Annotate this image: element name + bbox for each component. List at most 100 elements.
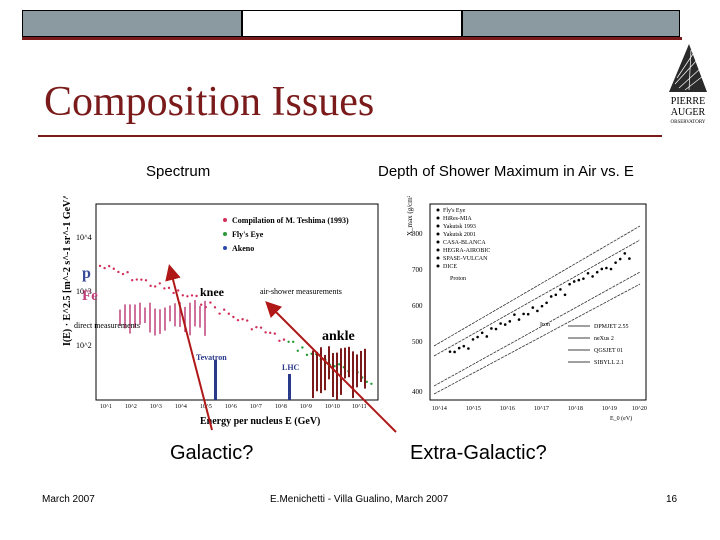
pierre-auger-logo: PIERRE AUGER OBSERVATORY — [665, 40, 711, 132]
top-bar-segment — [242, 10, 462, 37]
xmax-legend-label: HEGRA-AIROBIC — [443, 248, 490, 254]
xmax-legend-marker — [436, 216, 440, 220]
spectrum-point — [278, 339, 281, 342]
xmax-model-legend: DPMJET 2.55 neXus 2 QGSJET 01 SIBYLL 2.1 — [568, 324, 629, 366]
spectrum-point — [250, 328, 253, 331]
xmax-point — [531, 306, 535, 309]
spectrum-point — [190, 294, 194, 297]
xmax-point — [572, 280, 576, 283]
xmax-point — [494, 327, 498, 331]
spectrum-x-axis-label: Energy per nucleus E (GeV) — [200, 416, 320, 427]
xmax-legend-label: Yakutsk 2001 — [443, 232, 476, 238]
xmax-point — [499, 322, 502, 325]
xmax-y-tick: 800 — [412, 230, 423, 238]
spectrum-y-tick: 10^4 — [76, 233, 92, 242]
spectrum-point — [167, 286, 171, 290]
spectrum-point — [227, 312, 230, 315]
xmax-y-tick: 600 — [412, 302, 423, 310]
spectrum-x-tick: 10^5 — [200, 404, 212, 410]
xmax-model-line — [433, 225, 641, 347]
galactic-label: Galactic? — [170, 442, 254, 464]
spectrum-point — [223, 308, 226, 311]
top-bar-underline — [22, 37, 682, 40]
legend-dot-flyseye — [223, 232, 227, 236]
xmax-legend-marker — [436, 232, 440, 236]
slide-title: Composition Issues — [44, 79, 375, 125]
spectrum-point — [140, 278, 143, 281]
spectrum-point — [186, 295, 189, 298]
spectrum-point — [213, 306, 217, 309]
spectrum-x-tick: 10^3 — [150, 404, 162, 410]
xmax-y-tick: 400 — [412, 388, 423, 396]
lhc-bar — [288, 374, 291, 400]
title-rule — [38, 135, 662, 137]
tevatron-bar — [214, 360, 217, 400]
spectrum-high-energy-bar — [348, 346, 350, 378]
spectrum-x-tick: 10^11 — [352, 404, 367, 410]
spectrum-point — [98, 264, 102, 268]
spectrum-point — [292, 340, 295, 344]
spectrum-point — [172, 291, 175, 295]
spectrum-high-energy-bar — [344, 347, 346, 379]
spectrum-point — [296, 349, 299, 353]
top-decorative-bar — [22, 10, 680, 37]
xmax-point — [577, 278, 581, 282]
spectrum-high-energy-bar — [312, 350, 314, 399]
legend-dot-teshima — [223, 218, 227, 222]
xmax-x-tick: 10^18 — [568, 406, 583, 412]
spectrum-point — [149, 284, 152, 288]
xmax-point — [471, 338, 475, 341]
xmax-model-legend-label: SIBYLL 2.1 — [594, 360, 624, 366]
xmax-model-legend-label: DPMJET 2.55 — [594, 324, 629, 330]
spectrum-point — [273, 332, 276, 335]
spectrum-label: Spectrum — [146, 163, 211, 180]
xmax-point — [623, 252, 627, 255]
xmax-point — [545, 301, 548, 305]
spectrum-frame — [95, 203, 379, 401]
spectrum-high-energy-bar — [360, 350, 362, 382]
spectrum-point — [370, 382, 373, 385]
xmax-point — [618, 257, 622, 261]
xmax-point — [476, 335, 479, 339]
xmax-x-tick: 10^15 — [466, 406, 481, 412]
spectrum-point — [259, 326, 263, 329]
xmax-x-tick: 10^20 — [632, 406, 647, 412]
xmax-y-tick: 500 — [412, 338, 423, 346]
legend-label: Fly's Eye — [232, 230, 264, 239]
extragalactic-label: Extra-Galactic? — [410, 442, 547, 464]
spectrum-point — [108, 264, 111, 268]
spectrum-x-tick: 10^10 — [325, 404, 340, 410]
xmax-x-axis-label: E_0 (eV) — [610, 415, 632, 422]
spectrum-point — [135, 278, 138, 281]
xmax-label: Depth of Shower Maximum in Air vs. E — [378, 163, 634, 180]
spectrum-point — [232, 315, 235, 319]
spectrum-point — [305, 353, 309, 357]
spectrum-point — [209, 301, 212, 304]
xmax-point — [513, 313, 516, 316]
xmax-point — [540, 304, 544, 308]
logo-mark-icon: PIERRE AUGER OBSERVATORY — [665, 40, 711, 125]
spectrum-point — [112, 267, 115, 270]
annotation-air-shower: air-shower measurements — [260, 287, 342, 296]
xmax-point — [614, 261, 617, 264]
xmax-legend-label: CASA-BLANCA — [443, 240, 486, 246]
xmax-legend-marker — [436, 264, 440, 268]
xmax-legend-marker — [436, 208, 440, 212]
xmax-frame — [429, 203, 647, 401]
spectrum-point — [131, 279, 134, 282]
spectrum-point — [301, 346, 304, 349]
xmax-y-axis-label: X_max (g/cm²) — [406, 196, 414, 236]
xmax-point — [508, 320, 512, 323]
xmax-point — [591, 275, 594, 278]
spectrum-y-axis-label: I(E) · E^2.5 [m^-2 s^-1 sr^-1 GeV^1.5] — [62, 196, 73, 346]
xmax-point — [526, 312, 530, 316]
xmax-legend-marker — [436, 240, 440, 244]
spectrum-high-energy-bar — [336, 352, 338, 400]
spectrum-y-tick: 10^3 — [76, 287, 92, 296]
footer-date: March 2007 — [42, 494, 95, 505]
xmax-x-tick: 10^17 — [534, 406, 549, 412]
logo-line-2: AUGER — [671, 107, 706, 118]
spectrum-point — [236, 318, 240, 322]
legend-label: Compilation of M. Teshima (1993) — [232, 216, 349, 225]
xmax-experiment-legend: Fly's Eye HiRes-MIA Yakutsk 1993 Yakutsk 20… — [436, 208, 490, 270]
